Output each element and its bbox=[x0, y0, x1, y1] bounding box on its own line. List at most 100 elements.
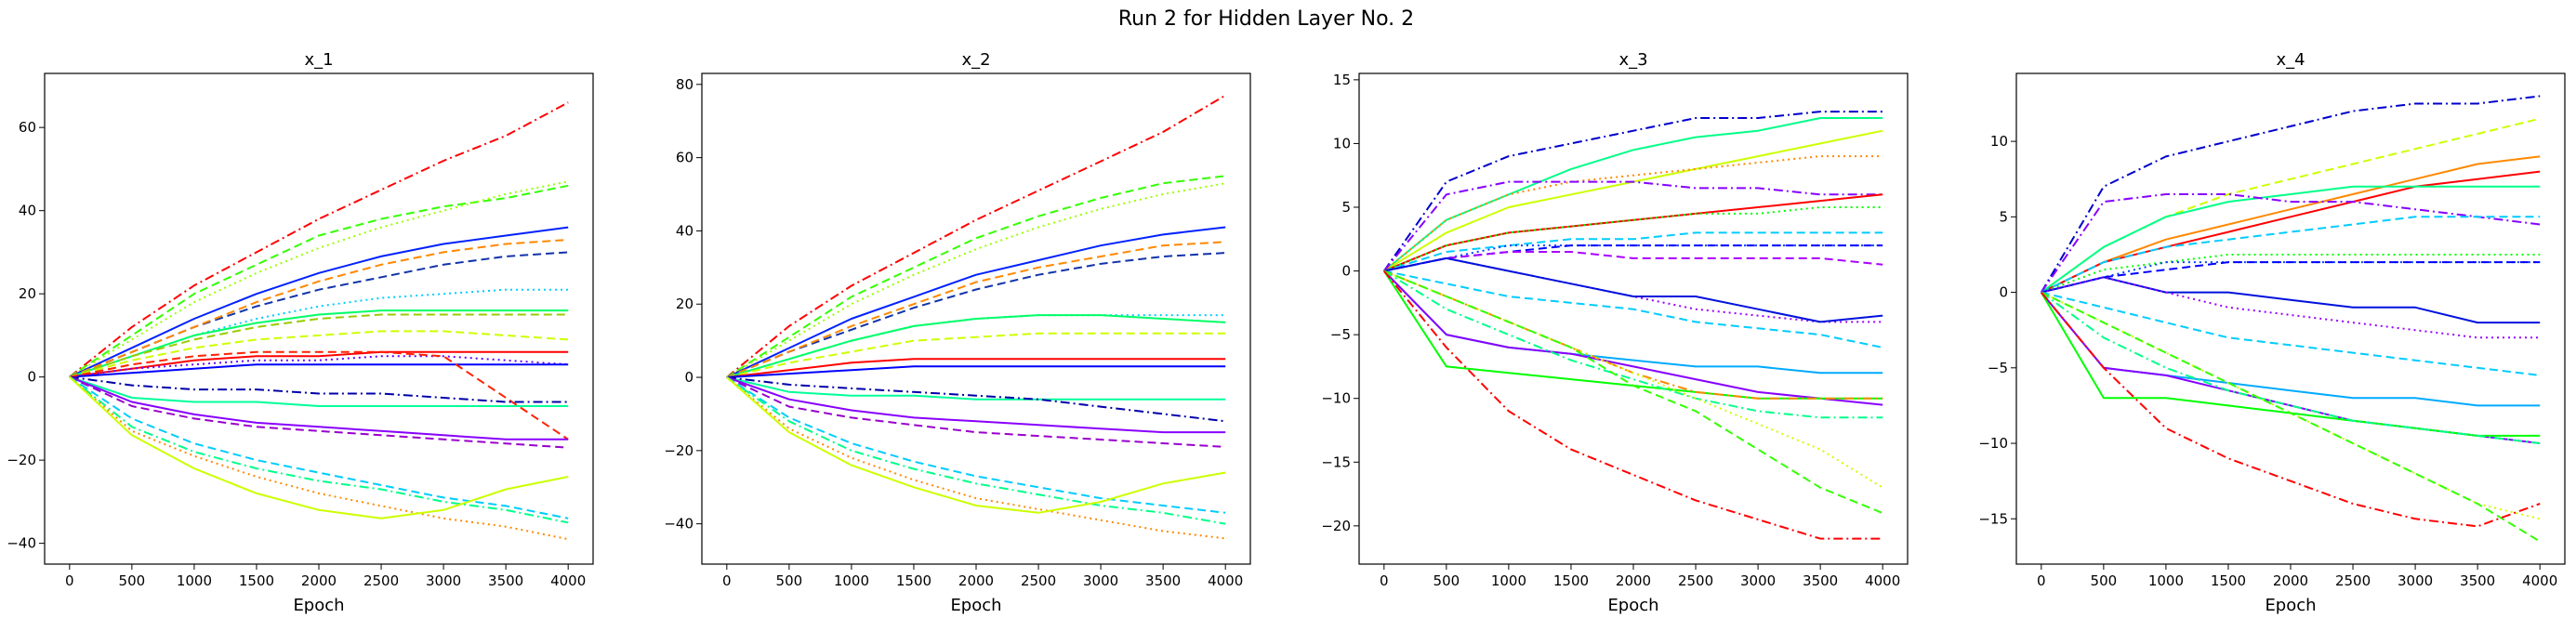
series-line-14 bbox=[1383, 256, 1883, 323]
series-line-12 bbox=[69, 355, 569, 378]
series-group bbox=[2040, 95, 2541, 543]
y-tick-label: 0 bbox=[1341, 263, 1351, 280]
x-tick-label: 4000 bbox=[1865, 572, 1900, 589]
x-tick-label: 2500 bbox=[1021, 572, 1056, 589]
series-line-6 bbox=[69, 239, 569, 378]
series-line-12 bbox=[1383, 256, 1883, 323]
series-line-5 bbox=[69, 251, 569, 378]
subplot-3: 0 500 1000 1500 2000 2500 3000 3500 4000 −20 −15 −1… bbox=[1321, 50, 1909, 615]
plot-frame bbox=[44, 72, 594, 565]
x-tick-label: 3500 bbox=[488, 572, 523, 589]
series-line-3 bbox=[1383, 129, 1883, 272]
series-line-15 bbox=[69, 375, 569, 407]
plot-frame bbox=[2015, 72, 2566, 565]
x-tick-label: 1500 bbox=[896, 572, 931, 589]
x-tick-label: 0 bbox=[722, 572, 732, 589]
x-tick-label: 1000 bbox=[834, 572, 869, 589]
x-tick-label: 3000 bbox=[1740, 572, 1776, 589]
x-tick-label: 2500 bbox=[2335, 572, 2371, 589]
series-line-8 bbox=[1383, 231, 1883, 272]
x-tick-label: 4000 bbox=[2522, 572, 2557, 589]
series-line-21 bbox=[69, 375, 569, 541]
y-tick-label: −5 bbox=[1330, 326, 1351, 343]
series-line-16 bbox=[726, 376, 1226, 514]
series-line-15 bbox=[2041, 291, 2541, 444]
series-line-22 bbox=[69, 375, 569, 519]
series-line-16 bbox=[2040, 292, 2541, 437]
series-line-2 bbox=[1383, 117, 1883, 272]
series-line-2 bbox=[726, 175, 1226, 378]
y-tick-label: 40 bbox=[19, 203, 36, 219]
series-line-17 bbox=[2041, 291, 2541, 444]
x-tick-label: 500 bbox=[2091, 572, 2118, 589]
series-line-4 bbox=[2041, 170, 2541, 294]
series-line-6 bbox=[726, 241, 1226, 378]
subplot-title: x_4 bbox=[2276, 50, 2305, 70]
y-tick-label: −40 bbox=[664, 516, 694, 533]
x-tick-label: 500 bbox=[1433, 572, 1460, 589]
y-tick-label: 80 bbox=[676, 76, 694, 93]
series-line-5 bbox=[2041, 185, 2541, 294]
series-group bbox=[1382, 111, 1883, 540]
series-line-11 bbox=[69, 350, 569, 378]
series-line-10 bbox=[726, 358, 1226, 378]
x-tick-label: 3500 bbox=[1803, 572, 1838, 589]
series-line-1 bbox=[726, 94, 1226, 378]
series-line-2 bbox=[2041, 117, 2541, 294]
series-group bbox=[726, 94, 1226, 540]
y-tick-label: −10 bbox=[1978, 435, 2008, 452]
series-line-9 bbox=[2041, 261, 2541, 294]
series-line-19 bbox=[2041, 291, 2541, 543]
series-line-16 bbox=[69, 375, 569, 403]
y-tick-label: 60 bbox=[19, 119, 36, 136]
series-line-17 bbox=[1382, 270, 1883, 400]
series-line-15 bbox=[1383, 270, 1883, 375]
series-line-19 bbox=[69, 375, 569, 519]
x-tick-label: 2500 bbox=[1678, 572, 1713, 589]
series-line-3 bbox=[2041, 155, 2541, 294]
x-tick-label: 1500 bbox=[2211, 572, 2246, 589]
series-line-4 bbox=[1383, 155, 1883, 272]
x-tick-label: 0 bbox=[1380, 572, 1389, 589]
x-tick-label: 2000 bbox=[301, 572, 337, 589]
series-line-14 bbox=[726, 376, 1226, 434]
series-line-19 bbox=[726, 376, 1226, 514]
x-tick-label: 1500 bbox=[239, 572, 274, 589]
series-line-20 bbox=[1383, 270, 1883, 489]
series-line-14 bbox=[2041, 291, 2541, 407]
x-tick-label: 3000 bbox=[2398, 572, 2433, 589]
x-axis-label: Epoch bbox=[1607, 596, 1658, 615]
y-tick-label: −15 bbox=[1321, 454, 1351, 470]
y-tick-label: 15 bbox=[1333, 72, 1351, 88]
series-line-1 bbox=[69, 101, 569, 378]
y-tick-label: 10 bbox=[1333, 135, 1351, 151]
x-tick-label: 0 bbox=[65, 572, 74, 589]
y-tick-label: −5 bbox=[1988, 360, 2008, 376]
series-line-12 bbox=[726, 376, 1226, 401]
series-line-11 bbox=[726, 365, 1226, 378]
series-line-14 bbox=[69, 350, 569, 440]
subplot-title: x_1 bbox=[304, 50, 333, 70]
y-tick-label: 20 bbox=[676, 296, 694, 312]
series-line-6 bbox=[1383, 193, 1883, 272]
series-line-9 bbox=[69, 313, 569, 378]
series-line-5 bbox=[1383, 180, 1883, 272]
subplot-4: 0 500 1000 1500 2000 2500 3000 3500 4000 −15 −10 −5… bbox=[1978, 50, 2566, 615]
series-line-17 bbox=[69, 375, 569, 440]
x-tick-label: 2500 bbox=[363, 572, 399, 589]
x-axis-label: Epoch bbox=[2265, 596, 2316, 615]
y-tick-label: 20 bbox=[19, 285, 36, 302]
y-tick-label: 5 bbox=[1999, 208, 2008, 225]
series-line-3 bbox=[726, 182, 1226, 378]
series-group bbox=[69, 101, 569, 541]
series-line-11 bbox=[1383, 251, 1883, 272]
series-line-8 bbox=[2041, 254, 2541, 294]
y-tick-label: 40 bbox=[676, 222, 694, 239]
series-line-13 bbox=[69, 363, 569, 378]
x-axis-label: Epoch bbox=[950, 596, 1001, 615]
x-tick-label: 3000 bbox=[1083, 572, 1118, 589]
y-tick-label: −20 bbox=[1321, 518, 1351, 534]
series-line-18 bbox=[1383, 270, 1883, 419]
series-line-22 bbox=[1383, 270, 1883, 540]
